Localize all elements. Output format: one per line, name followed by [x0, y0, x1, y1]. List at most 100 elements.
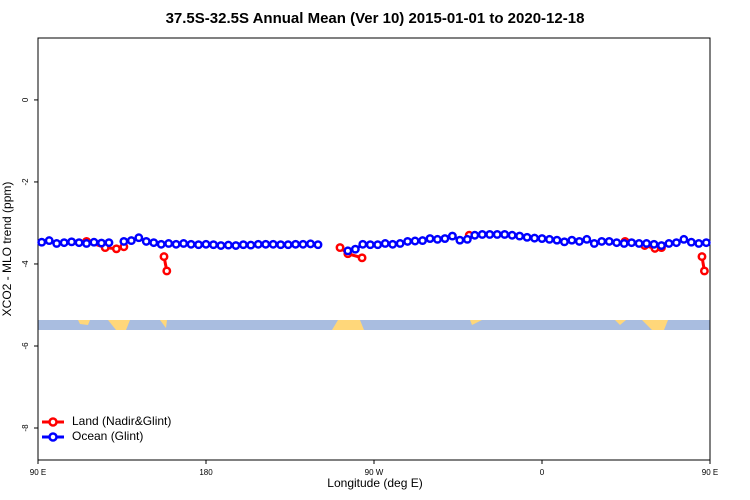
legend-label: Land (Nadir&Glint) — [72, 414, 171, 428]
x-axis-label: Longitude (deg E) — [327, 476, 422, 490]
land-shape — [332, 320, 364, 330]
data-point — [545, 234, 554, 244]
data-point — [104, 238, 114, 248]
data-point — [283, 240, 293, 250]
data-point — [507, 230, 517, 240]
data-point — [701, 238, 711, 248]
y-tick-label: -8 — [21, 424, 30, 432]
data-point — [119, 236, 129, 246]
land-shape — [615, 320, 626, 325]
data-point — [612, 238, 622, 248]
data-point — [470, 230, 480, 240]
chart-title: 37.5S-32.5S Annual Mean (Ver 10) 2015-01… — [166, 10, 585, 27]
data-point — [582, 234, 592, 244]
data-point — [642, 239, 651, 248]
x-tick-label: 90 E — [702, 468, 718, 477]
data-point — [44, 236, 54, 246]
data-point — [395, 239, 405, 248]
data-point — [357, 253, 367, 263]
data-point — [657, 241, 666, 250]
data-point — [522, 232, 532, 242]
data-point — [559, 237, 569, 247]
data-point — [223, 240, 233, 250]
data-point — [134, 233, 144, 243]
data-point — [418, 236, 427, 246]
land-shape — [78, 320, 90, 325]
data-point — [74, 238, 84, 248]
data-point — [162, 266, 172, 276]
x-tick-label: 180 — [199, 468, 213, 477]
y-tick-label: -6 — [21, 342, 30, 350]
data-point — [186, 239, 196, 249]
data-point — [462, 234, 472, 244]
data-point — [530, 233, 539, 243]
data-point — [574, 236, 584, 246]
legend-marker — [48, 417, 58, 427]
data-point — [500, 229, 510, 239]
data-point — [679, 234, 689, 244]
y-tick-label: -4 — [21, 260, 30, 268]
data-point — [537, 234, 547, 243]
data-point — [433, 234, 442, 244]
data-point — [246, 240, 256, 250]
data-point — [694, 239, 704, 248]
data-point — [350, 244, 360, 254]
x-tick-label: 90 W — [365, 468, 384, 477]
data-point — [485, 229, 495, 239]
map-strip — [38, 320, 710, 330]
data-point — [335, 243, 345, 253]
data-point — [194, 240, 203, 250]
data-point — [410, 236, 420, 246]
land-shape — [642, 320, 668, 330]
x-tick-label: 0 — [540, 468, 545, 477]
data-point — [156, 239, 166, 249]
legend-label: Ocean (Glint) — [72, 429, 143, 443]
data-point — [89, 237, 99, 247]
data-point — [149, 238, 159, 248]
data-point — [440, 234, 450, 243]
data-point — [358, 239, 368, 249]
data-point — [634, 239, 644, 248]
y-axis-label: XCO2 - MLO trend (ppm) — [0, 182, 14, 317]
legend-marker — [48, 432, 58, 442]
data-point — [97, 238, 106, 248]
data-point — [209, 240, 218, 250]
x-tick-label: 90 E — [30, 468, 46, 477]
data-point — [627, 238, 637, 248]
data-point — [589, 239, 599, 248]
data-point — [276, 240, 286, 250]
data-point — [298, 239, 308, 249]
data-point — [567, 235, 577, 245]
data-point — [686, 237, 696, 247]
data-point — [552, 235, 562, 245]
data-point — [455, 235, 465, 245]
data-point — [343, 246, 353, 256]
data-point — [597, 236, 607, 246]
data-point — [425, 234, 435, 243]
data-point — [59, 238, 69, 248]
data-point — [141, 236, 151, 246]
data-point — [649, 239, 659, 249]
data-point — [515, 231, 525, 241]
data-point — [373, 240, 383, 250]
data-point — [201, 239, 211, 249]
data-point — [380, 239, 390, 248]
data-point — [619, 239, 629, 248]
land-shape — [470, 320, 482, 325]
data-point — [306, 239, 315, 249]
land-shape — [108, 320, 130, 330]
data-point — [313, 240, 323, 250]
data-point — [111, 244, 121, 254]
data-point — [82, 239, 91, 248]
data-point — [492, 229, 502, 239]
data-point — [126, 236, 136, 246]
ocean-band — [38, 320, 710, 330]
data-point — [171, 239, 181, 249]
data-point — [604, 236, 614, 246]
data-point — [37, 237, 47, 247]
data-point — [216, 241, 226, 250]
data-point — [67, 237, 77, 247]
land-shape — [160, 320, 167, 328]
data-point — [291, 239, 301, 249]
